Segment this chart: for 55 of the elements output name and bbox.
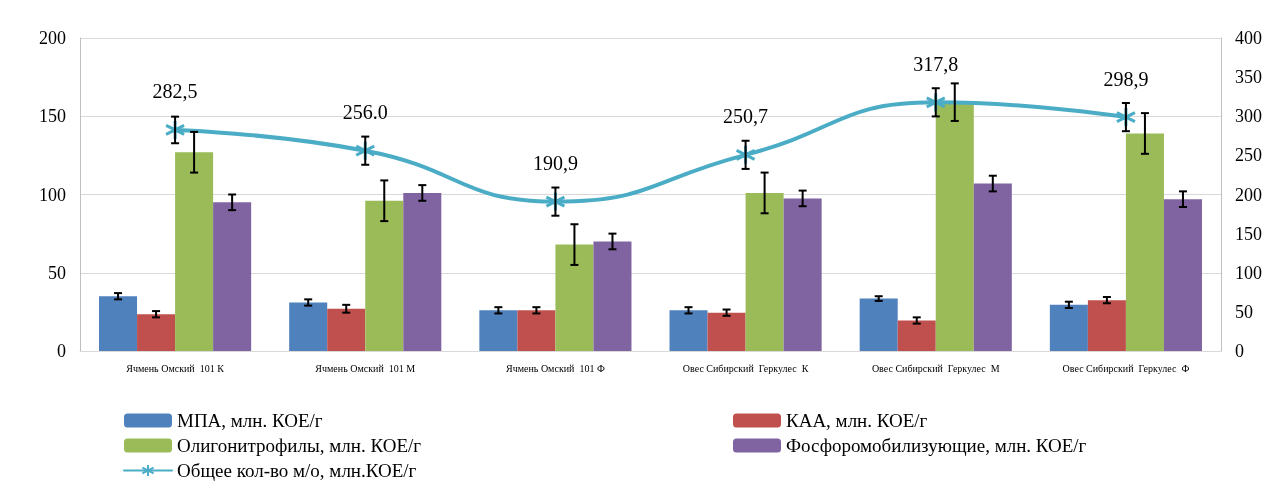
- data-label: 250,7: [723, 105, 769, 128]
- bar: [479, 310, 518, 351]
- data-label: 256.0: [342, 101, 388, 124]
- x-tick-label: Овес Сибирский Геркулес Ф: [1062, 362, 1190, 374]
- y2-tick-label: 150: [1235, 223, 1262, 244]
- data-label: 298,9: [1103, 67, 1149, 90]
- bar: [1049, 304, 1088, 351]
- bar: [99, 296, 138, 351]
- bar: [555, 244, 594, 351]
- data-label: 282,5: [152, 80, 198, 103]
- y-tick-label: 50: [48, 262, 66, 283]
- bar: [783, 198, 822, 351]
- bar: [137, 314, 176, 351]
- legend-label: МПА, млн. КОЕ/г: [177, 410, 323, 431]
- y-tick-label: 0: [57, 341, 66, 361]
- y2-tick-label: 50: [1235, 301, 1253, 322]
- bar: [859, 298, 898, 351]
- bar: [365, 200, 404, 351]
- x-tick-label: Ячмень Омский 101 М: [315, 362, 416, 374]
- bar: [669, 310, 708, 351]
- bar: [593, 241, 632, 351]
- y2-tick-label: 300: [1235, 106, 1262, 127]
- legend-label: Олигонитрофилы, млн. КОЕ/г: [177, 435, 422, 456]
- y-tick-label: 100: [39, 184, 66, 205]
- legend-label: Общее кол-во м/о, млн.КОЕ/г: [177, 460, 417, 481]
- bar: [1125, 133, 1164, 351]
- bar: [973, 183, 1012, 351]
- x-tick-label: Овес Сибирский Геркулес К: [682, 362, 809, 374]
- y2-tick-label: 0: [1235, 341, 1244, 361]
- bar: [403, 192, 442, 351]
- y2-tick-label: 200: [1235, 184, 1262, 205]
- bar: [935, 102, 974, 351]
- y2-tick-label: 100: [1235, 262, 1262, 283]
- bar: [213, 202, 252, 351]
- y-tick-label: 200: [39, 28, 66, 48]
- x-tick-label: Ячмень Омский 101 К: [126, 362, 225, 374]
- y-tick-label: 150: [39, 106, 66, 127]
- bar: [327, 308, 366, 351]
- bar: [289, 302, 328, 351]
- data-label: 317,8: [913, 52, 959, 75]
- bar: [175, 152, 214, 351]
- bar: [517, 310, 556, 351]
- y2-tick-label: 350: [1235, 67, 1262, 88]
- bar: [897, 320, 936, 351]
- x-tick-label: Овес Сибирский Геркулес М: [871, 362, 1000, 374]
- bar: [1087, 300, 1126, 351]
- y2-tick-label: 250: [1235, 145, 1262, 166]
- data-label: 190,9: [532, 152, 578, 175]
- legend-label: Фосфоромобилизующие, млн. КОЕ/г: [786, 435, 1087, 456]
- x-tick-label: Ячмень Омский 101 Ф: [506, 362, 605, 374]
- bar: [707, 312, 746, 351]
- y2-tick-label: 400: [1235, 28, 1262, 48]
- legend-label: КАА, млн. КОЕ/г: [786, 410, 928, 431]
- bar: [745, 192, 784, 351]
- bar: [1163, 199, 1202, 351]
